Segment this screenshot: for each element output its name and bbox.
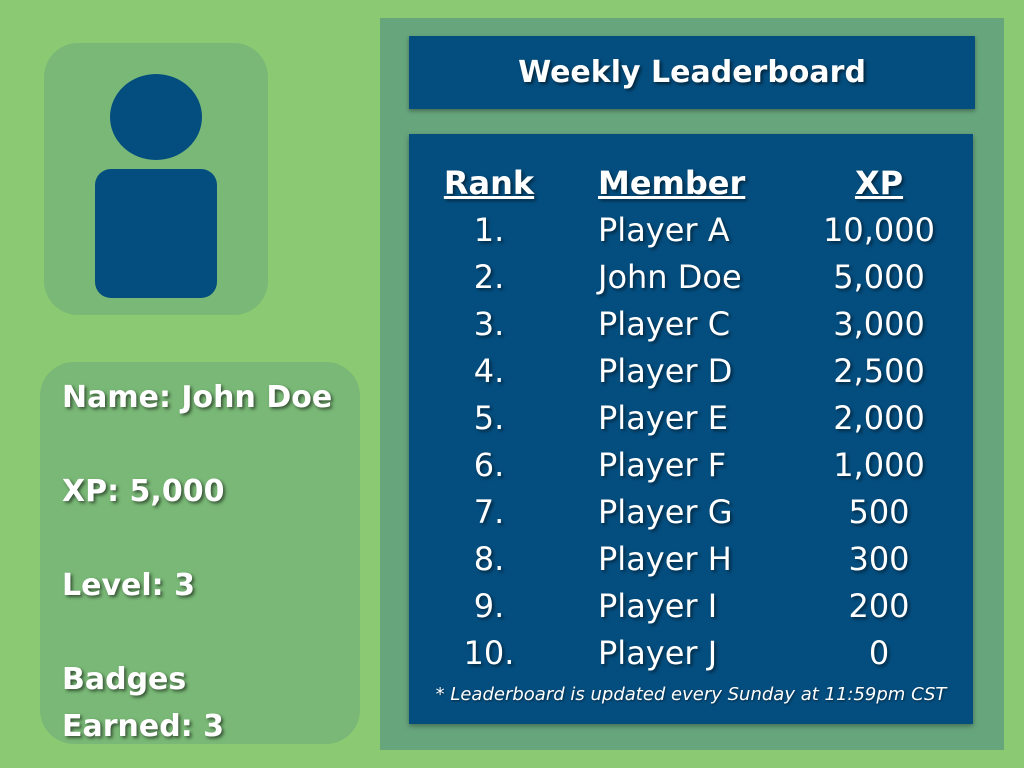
row-xp: 200 <box>848 587 910 625</box>
row-member: Player J <box>598 634 718 672</box>
row-xp: 300 <box>848 540 910 578</box>
row-xp: 500 <box>848 493 910 531</box>
profile-xp: XP: 5,000 <box>62 474 225 509</box>
row-xp: 5,000 <box>833 258 925 296</box>
row-member: Player C <box>598 305 731 343</box>
row-xp: 2,000 <box>833 399 925 437</box>
row-xp: 10,000 <box>823 211 935 249</box>
profile-badges-earned: Earned: 3 <box>62 709 225 744</box>
header-xp: XP <box>854 164 904 202</box>
leaderboard-title-bar: Weekly Leaderboard <box>409 36 975 109</box>
row-member: Player G <box>598 493 733 531</box>
row-xp: 0 <box>868 634 890 672</box>
leaderboard-title: Weekly Leaderboard <box>518 55 866 90</box>
profile-card: Name: John Doe XP: 5,000 Level: 3 Badges… <box>40 362 360 744</box>
row-rank: 10. <box>463 634 515 672</box>
row-xp: 3,000 <box>833 305 925 343</box>
avatar-body-icon <box>95 169 217 298</box>
row-rank: 1. <box>473 211 505 249</box>
row-member: Player H <box>598 540 732 578</box>
row-member: Player E <box>598 399 728 437</box>
row-rank: 4. <box>473 352 505 390</box>
profile-badges-label: Badges <box>62 662 187 697</box>
row-xp: 1,000 <box>833 446 925 484</box>
row-rank: 3. <box>473 305 505 343</box>
row-member: John Doe <box>598 258 742 296</box>
row-member: Player A <box>598 211 730 249</box>
row-member: Player D <box>598 352 733 390</box>
row-member: Player F <box>598 446 727 484</box>
row-rank: 8. <box>473 540 505 578</box>
row-rank: 7. <box>473 493 505 531</box>
profile-spacer <box>62 421 360 468</box>
profile-name: Name: John Doe <box>62 380 333 415</box>
row-rank: 2. <box>473 258 505 296</box>
row-rank: 9. <box>473 587 505 625</box>
row-rank: 6. <box>473 446 505 484</box>
avatar-head-icon <box>110 74 202 160</box>
leaderboard-footnote: * Leaderboard is updated every Sunday at… <box>435 684 947 705</box>
row-xp: 2,500 <box>833 352 925 390</box>
header-rank: Rank <box>443 164 535 202</box>
row-rank: 5. <box>473 399 505 437</box>
profile-level: Level: 3 <box>62 568 195 603</box>
header-member: Member <box>598 164 746 202</box>
leaderboard-table: Rank Member XP * Leaderboard is updated … <box>409 134 973 724</box>
row-member: Player I <box>598 587 718 625</box>
avatar-card <box>44 43 268 315</box>
profile-spacer <box>62 515 360 562</box>
profile-spacer <box>62 609 360 656</box>
